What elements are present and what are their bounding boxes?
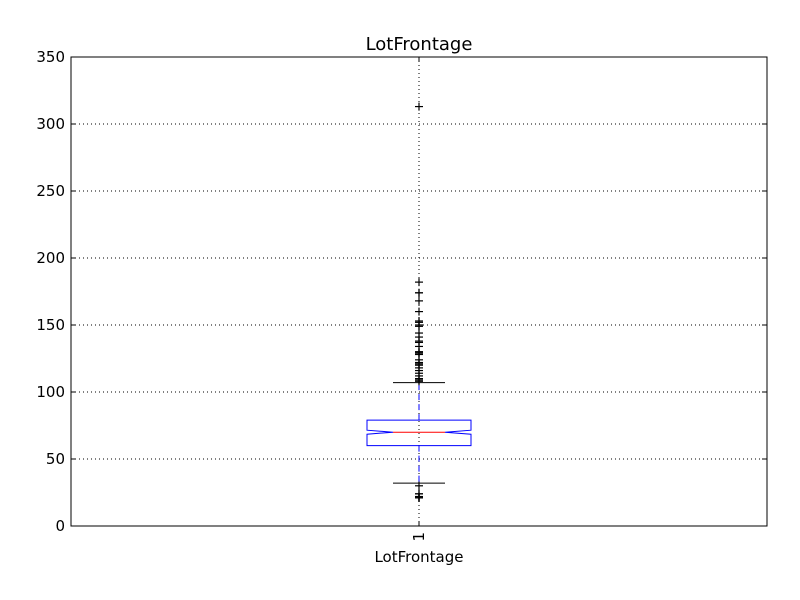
outlier-point — [415, 322, 423, 331]
x-axis-label: LotFrontage — [374, 548, 463, 566]
outlier-point — [415, 296, 423, 305]
notched-box — [366, 419, 472, 447]
chart-title: LotFrontage — [366, 34, 473, 55]
y-tick-label: 150 — [36, 316, 65, 334]
y-tick-label: 250 — [36, 182, 65, 200]
y-tick-label: 300 — [36, 115, 65, 133]
outlier-point — [415, 278, 423, 287]
y-tick-label: 50 — [46, 450, 65, 468]
axis-ticks: 0 50 100 150 200 250 300 350 1 — [36, 48, 767, 542]
outlier-point — [415, 288, 423, 297]
y-tick-label: 350 — [36, 48, 65, 66]
y-tick-label: 200 — [36, 249, 65, 267]
y-tick-label: 0 — [55, 517, 65, 535]
x-tick-label: 1 — [410, 532, 428, 542]
outlier-point — [415, 493, 423, 502]
outlier-point — [415, 102, 423, 111]
outlier-point — [415, 481, 423, 490]
outlier-point — [415, 307, 423, 316]
box-plot — [366, 102, 472, 502]
y-tick-label: 100 — [36, 383, 65, 401]
outlier-point — [415, 377, 423, 386]
